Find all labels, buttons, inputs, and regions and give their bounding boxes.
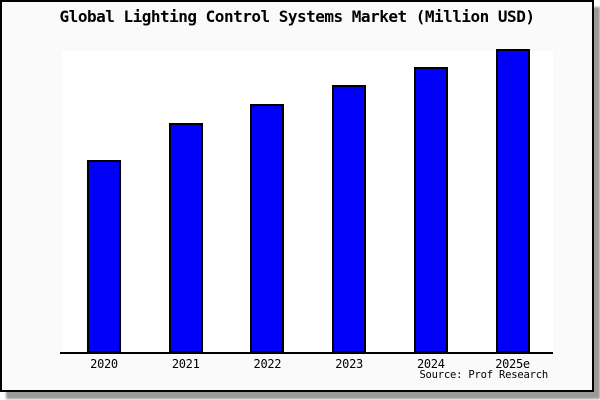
x-axis-line [60, 352, 553, 354]
bar-2025e [495, 49, 530, 353]
bar-2021 [168, 123, 203, 353]
chart-title: Global Lighting Control Systems Market (… [59, 7, 535, 26]
source-attribution: Source: Prof Research [419, 369, 548, 381]
bar-2022 [250, 104, 285, 353]
chart-frame: Global Lighting Control Systems Market (… [0, 0, 594, 392]
x-tick-label-2024: 2024 [416, 357, 445, 371]
x-tick-label-2022: 2022 [253, 357, 282, 371]
x-tick-label-2023: 2023 [335, 357, 363, 371]
x-tick-label-2021: 2021 [171, 357, 200, 371]
bar-2023 [332, 85, 367, 353]
bar-2020 [87, 160, 121, 353]
bar-2024 [413, 67, 448, 353]
x-tick-label-2025e: 2025e [495, 357, 530, 371]
x-tick-label-2020: 2020 [90, 357, 118, 371]
plot-area [62, 49, 553, 353]
